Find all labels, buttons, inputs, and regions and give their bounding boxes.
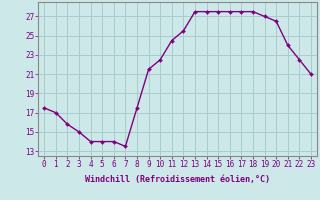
X-axis label: Windchill (Refroidissement éolien,°C): Windchill (Refroidissement éolien,°C)	[85, 175, 270, 184]
